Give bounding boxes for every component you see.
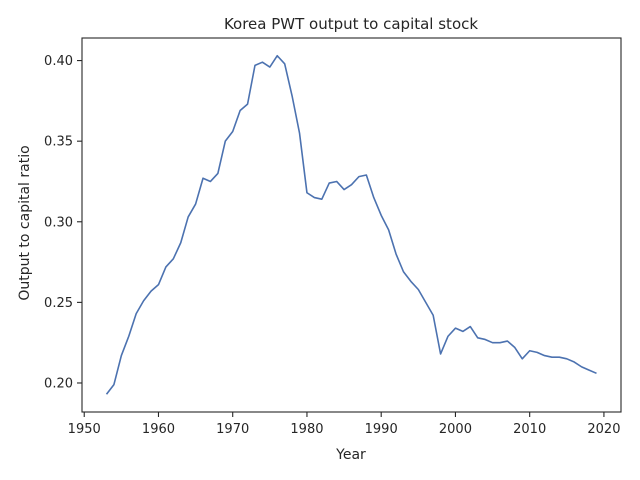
y-tick-label: 0.25 bbox=[44, 296, 73, 311]
x-tick-label: 2020 bbox=[587, 422, 620, 437]
x-tick-label: 1970 bbox=[216, 422, 249, 437]
plot-frame bbox=[81, 37, 622, 413]
x-tick-label: 1990 bbox=[365, 422, 398, 437]
chart-title: Korea PWT output to capital stock bbox=[224, 15, 478, 33]
plot-area bbox=[81, 37, 622, 413]
x-tick-label: 2000 bbox=[439, 422, 472, 437]
x-tick-label: 1950 bbox=[68, 422, 101, 437]
y-axis-title: Output to capital ratio bbox=[17, 145, 33, 300]
y-tick-label: 0.35 bbox=[44, 135, 73, 150]
x-tick-label: 1980 bbox=[290, 422, 323, 437]
y-tick-label: 0.30 bbox=[44, 215, 73, 230]
y-axis: 0.20 0.25 0.30 0.35 0.40 bbox=[44, 54, 82, 391]
x-axis-title: Year bbox=[335, 447, 366, 463]
x-axis: 1950 1960 1970 1980 1990 2000 2010 2020 bbox=[68, 412, 620, 437]
series-line bbox=[105, 54, 597, 395]
x-tick-label: 1960 bbox=[142, 422, 175, 437]
y-tick-label: 0.20 bbox=[44, 376, 73, 391]
x-tick-label: 2010 bbox=[513, 422, 546, 437]
y-tick-label: 0.40 bbox=[44, 54, 73, 69]
